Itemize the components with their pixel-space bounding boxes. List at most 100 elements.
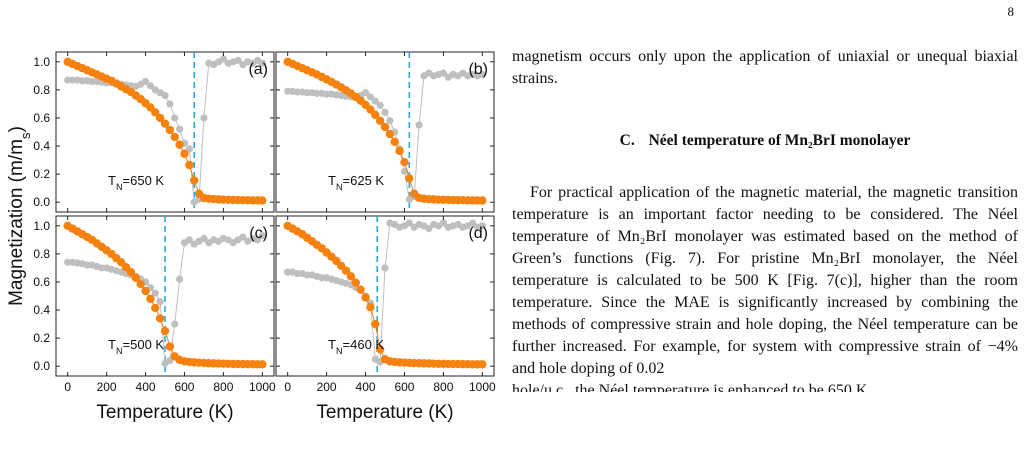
magnetization-data-point: [165, 342, 175, 351]
gray-data-point: [156, 298, 164, 306]
neel-temperature-label: TN=460 K: [328, 337, 384, 356]
magnetization-data-point: [126, 267, 136, 277]
panel-label: (b): [468, 61, 488, 78]
y-tick-label: 0.4: [33, 139, 50, 153]
magnetization-plot: 0.0 0.2 0.4 0.6 0.8 1.0 (a) TN=650 K (b) TN=625 K…: [6, 51, 496, 423]
magnetization-data-point: [375, 345, 385, 354]
magnetization-data-point: [258, 360, 267, 369]
gray-data-point: [185, 236, 193, 244]
gray-data-point: [171, 320, 179, 328]
x-tick-label: 1000: [249, 380, 276, 394]
gray-data-point: [161, 91, 169, 100]
magnetization-data-point: [160, 119, 170, 128]
magnetization-data-point: [165, 125, 175, 135]
magnetization-data-point: [371, 110, 380, 120]
gray-data-point: [439, 219, 447, 227]
magnetization-data-point: [371, 319, 380, 329]
body-paragraph-tail: hole/u.c., the Néel temperature is enhan…: [512, 382, 868, 392]
panel-label: (a): [248, 61, 268, 78]
magnetization-data-point: [478, 360, 487, 369]
x-tick-label: 0: [284, 380, 291, 394]
gray-data-point: [171, 114, 179, 122]
magnetization-data-point: [170, 132, 179, 142]
magnetization-data-point: [390, 137, 399, 147]
y-tick-label: 0.8: [33, 83, 50, 97]
magnetization-data-point: [180, 149, 189, 158]
gray-data-point: [381, 108, 389, 116]
intro-paragraph: magnetism occurs only upon the applicati…: [512, 48, 1018, 87]
magnetization-figure: 0.0 0.2 0.4 0.6 0.8 1.0 (a) TN=650 K (b) TN=625 K…: [0, 0, 500, 454]
neel-temperature-label: TN=500 K: [108, 337, 164, 356]
gray-data-point: [200, 234, 208, 243]
magnetization-data-point: [395, 146, 404, 156]
magnetization-data-point: [146, 294, 155, 304]
gray-data-point: [405, 219, 413, 227]
x-tick-label: 1000: [469, 380, 496, 394]
y-tick-label: 1.0: [33, 219, 50, 233]
panel-label: (d): [468, 225, 488, 242]
x-tick-label: 800: [213, 380, 233, 394]
y-tick-label: 0.0: [33, 359, 50, 373]
magnetization-data-point: [366, 105, 375, 114]
gray-data-point: [166, 100, 174, 108]
x-tick-label: 200: [97, 380, 117, 394]
x-tick-label: 600: [394, 380, 414, 394]
y-tick-label: 1.0: [33, 55, 50, 69]
magnetization-data-point: [478, 196, 487, 205]
y-tick-label: 0.4: [33, 303, 50, 317]
x-tick-label: 600: [174, 380, 194, 394]
section-title: Néel temperature of Mn₂BrI monolayer: [648, 132, 911, 149]
gray-data-point: [386, 117, 394, 125]
gray-data-point: [234, 56, 242, 65]
gray-data-point: [371, 97, 379, 105]
gray-data-point: [415, 121, 423, 129]
neel-temperature-label: TN=650 K: [108, 173, 164, 192]
x-tick-label: 800: [433, 380, 453, 394]
body-paragraph: For practical application of the magneti…: [512, 184, 1018, 377]
gray-data-point: [258, 232, 266, 240]
y-tick-label: 0.0: [33, 195, 50, 209]
magnetization-data-point: [155, 113, 165, 123]
magnetization-data-point: [141, 286, 150, 296]
panel-frame: [275, 215, 495, 377]
x-axis-label: Temperature (K): [96, 402, 233, 423]
magnetization-data-point: [131, 273, 141, 282]
gray-data-point: [200, 114, 208, 122]
magnetization-data-point: [346, 272, 356, 281]
y-tick-label: 0.6: [33, 111, 50, 125]
panel-frame: [275, 51, 495, 213]
gray-data-point: [478, 70, 486, 79]
gray-data-point: [175, 275, 184, 283]
x-tick-label: 400: [356, 380, 376, 394]
y-tick-label: 0.8: [33, 247, 50, 261]
magnetization-data-point: [400, 157, 409, 167]
gray-data-point: [366, 93, 375, 101]
magnetization-data-point: [151, 303, 160, 313]
x-axis-label: Temperature (K): [316, 402, 453, 423]
page-number: 8: [1007, 4, 1015, 19]
section-heading: C. Néel temperature of Mn₂BrI monolayer: [512, 130, 1018, 152]
magnetization-data-point: [385, 129, 395, 139]
y-tick-label: 0.2: [33, 331, 50, 345]
magnetization-data-point: [185, 160, 194, 170]
gray-data-point: [425, 225, 433, 233]
panel-frame: [55, 51, 275, 213]
magnetization-data-point: [155, 314, 165, 323]
x-tick-label: 400: [136, 380, 156, 394]
magnetization-data-point: [405, 174, 414, 183]
magnetization-data-point: [380, 122, 390, 132]
gray-data-point: [146, 82, 155, 90]
gray-data-point: [175, 125, 184, 133]
section-label: C.: [619, 132, 635, 149]
gray-data-point: [258, 59, 266, 67]
magnetization-data-point: [189, 176, 199, 185]
gray-data-point: [439, 69, 447, 77]
gray-data-point: [361, 89, 370, 97]
panel-label: (c): [249, 225, 268, 242]
y-axis-label: Magnetization (m/ms): [6, 126, 33, 306]
gray-data-point: [381, 264, 389, 272]
x-tick-label: 200: [317, 380, 337, 394]
gray-data-point: [376, 101, 384, 109]
gray-data-point: [151, 289, 159, 297]
magnetization-data-point: [356, 285, 365, 294]
